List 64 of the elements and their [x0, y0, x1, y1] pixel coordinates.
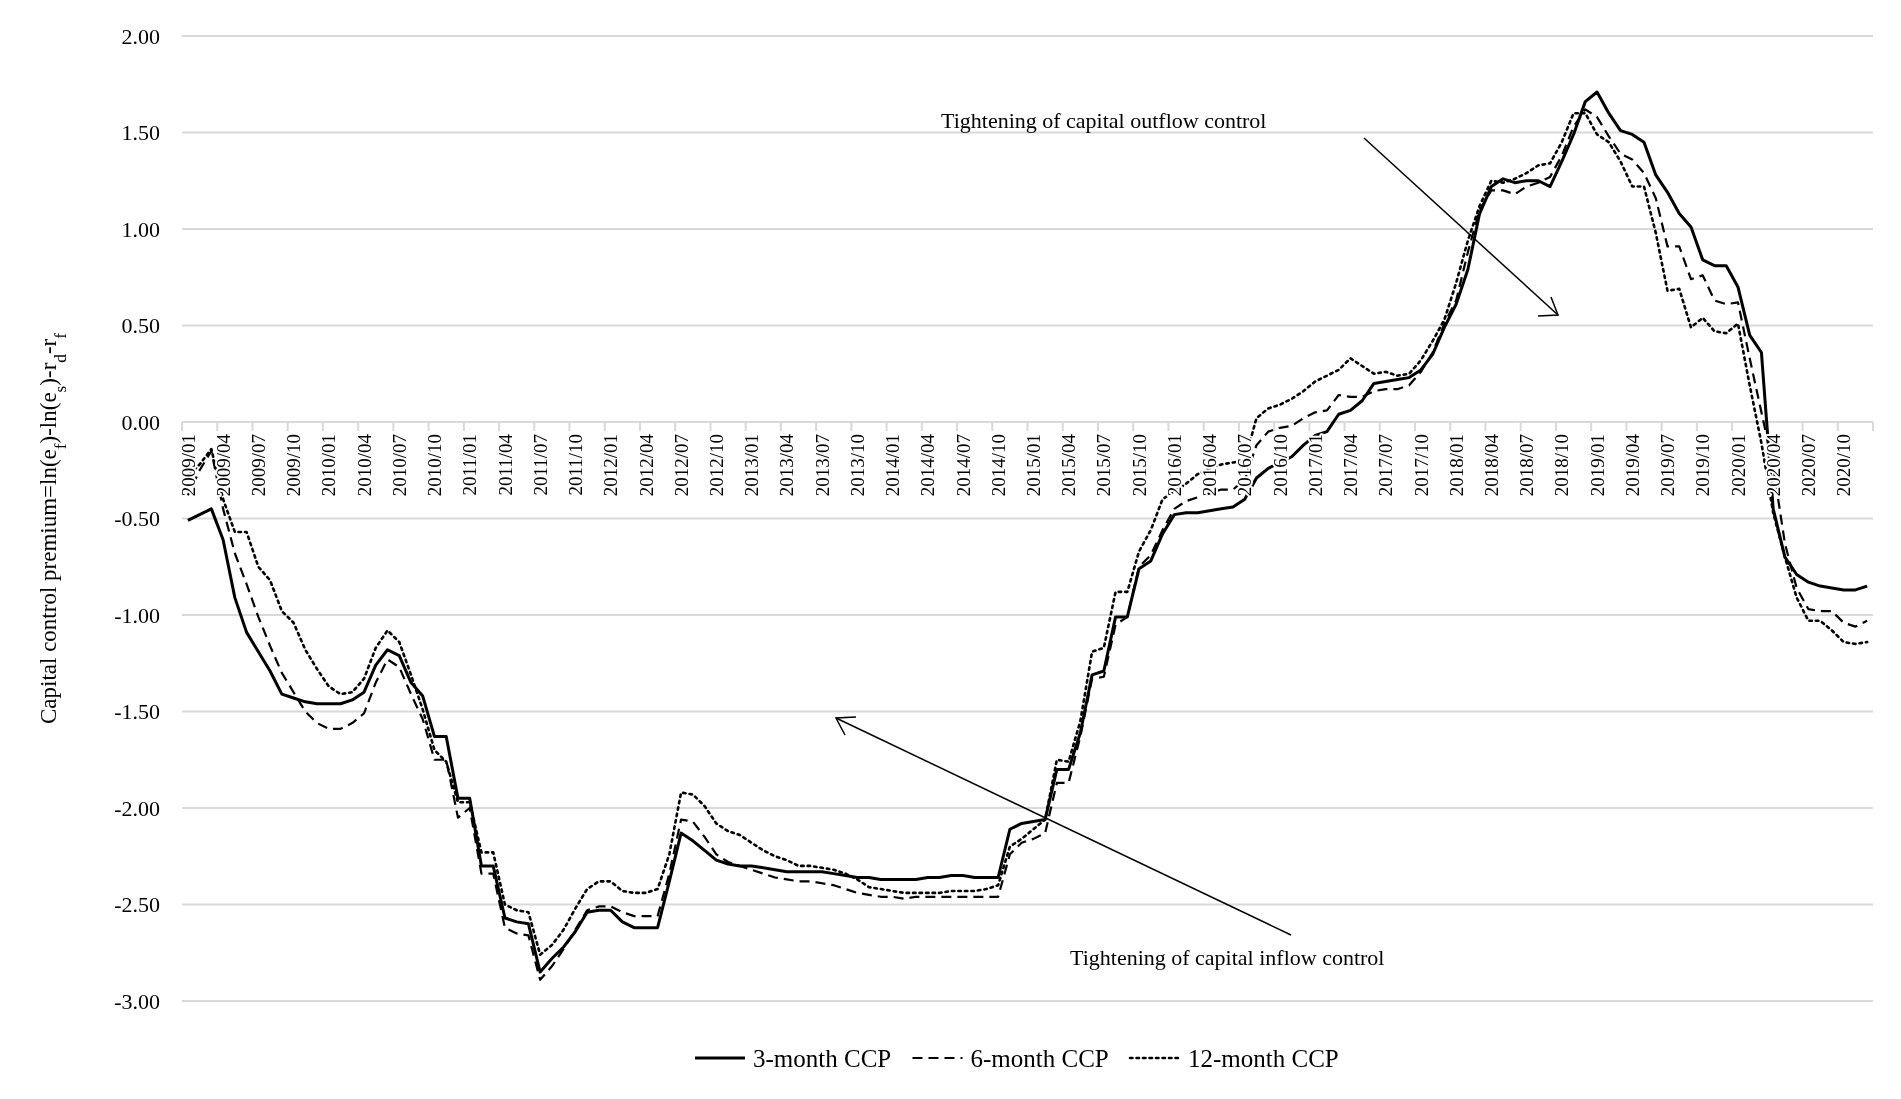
y-tick-label: 0.50: [121, 313, 160, 339]
x-tick-label: 2009/10: [283, 434, 305, 497]
x-tick-label: 2011/10: [565, 434, 587, 496]
annotation: Tightening of capital inflow control: [1070, 945, 1385, 970]
x-tick-label: 2017/04: [1340, 433, 1362, 497]
annotation: Tightening of capital outflow control: [941, 108, 1267, 133]
y-tick-label: -0.50: [114, 506, 160, 532]
x-tick-label: 2020/07: [1798, 434, 1820, 497]
x-tick-label: 2019/01: [1586, 434, 1608, 497]
x-tick-label: 2012/07: [670, 434, 692, 497]
x-tick-label: 2014/10: [987, 434, 1009, 497]
x-tick-label: 2016/07: [1234, 434, 1256, 497]
y-tick-label: 1.50: [121, 120, 160, 146]
x-tick-label: 2011/04: [494, 433, 516, 496]
x-tick-label: 2019/10: [1692, 434, 1714, 497]
x-tick-label: 2016/01: [1163, 434, 1185, 497]
legend-label: 6-month CCP: [970, 1044, 1109, 1072]
x-tick-label: 2018/07: [1516, 434, 1538, 497]
x-tick-label: 2010/07: [388, 434, 410, 497]
x-tick-label: 2018/04: [1481, 433, 1502, 497]
x-tick-label: 2017/01: [1304, 434, 1326, 497]
y-tick-label: -2.50: [114, 892, 160, 918]
y-tick-label: -1.50: [114, 699, 160, 725]
x-tick-label: 2009/04: [212, 433, 234, 497]
y-tick-label: -1.00: [114, 602, 160, 628]
x-tick-label: 2013/07: [811, 434, 833, 497]
x-tick-label: 2013/04: [776, 433, 798, 497]
x-tick-label: 2009/07: [247, 434, 269, 497]
x-tick-label: 2010/10: [424, 434, 446, 497]
x-tick-label: 2012/10: [705, 434, 727, 497]
x-tick-label: 2018/01: [1445, 434, 1467, 497]
legend-label: 12-month CCP: [1188, 1044, 1339, 1072]
y-tick-label: -3.00: [114, 988, 160, 1014]
x-tick-label: 2019/07: [1657, 434, 1679, 497]
y-tick-label: 0.00: [121, 409, 160, 435]
x-tick-label: 2011/07: [529, 434, 551, 496]
x-tick-label: 2020/10: [1833, 434, 1855, 497]
x-tick-label: 2009/01: [177, 434, 199, 497]
y-tick-label: 2.00: [121, 23, 160, 49]
x-tick-label: 2010/04: [353, 433, 375, 497]
x-tick-label: 2014/04: [917, 433, 939, 497]
y-tick-label: -2.00: [114, 795, 160, 821]
x-tick-label: 2019/04: [1621, 433, 1643, 497]
x-tick-label: 2013/01: [741, 434, 763, 497]
x-tick-label: 2015/04: [1058, 433, 1080, 497]
x-tick-label: 2012/04: [635, 433, 657, 497]
x-tick-label: 2015/07: [1093, 434, 1115, 497]
x-tick-label: 2015/01: [1023, 434, 1045, 497]
x-tick-label: 2016/04: [1199, 433, 1221, 497]
x-tick-label: 2015/10: [1128, 434, 1150, 497]
x-tick-label: 2016/10: [1269, 434, 1291, 497]
x-tick-label: 2013/10: [846, 434, 868, 497]
x-tick-label: 2017/10: [1410, 434, 1432, 497]
x-tick-label: 2020/01: [1727, 434, 1749, 497]
x-tick-label: 2012/01: [600, 434, 622, 497]
x-tick-label: 2018/10: [1551, 434, 1573, 497]
x-tick-label: 2017/07: [1375, 434, 1397, 497]
x-tick-label: 2010/01: [318, 434, 340, 497]
x-tick-label: 2014/07: [952, 434, 974, 497]
x-tick-label: 2011/01: [459, 434, 481, 496]
x-tick-label: 2014/01: [882, 434, 904, 497]
y-tick-label: 1.00: [121, 216, 160, 242]
legend-label: 3-month CCP: [753, 1044, 892, 1072]
x-tick-label: 2020/04: [1762, 433, 1784, 497]
